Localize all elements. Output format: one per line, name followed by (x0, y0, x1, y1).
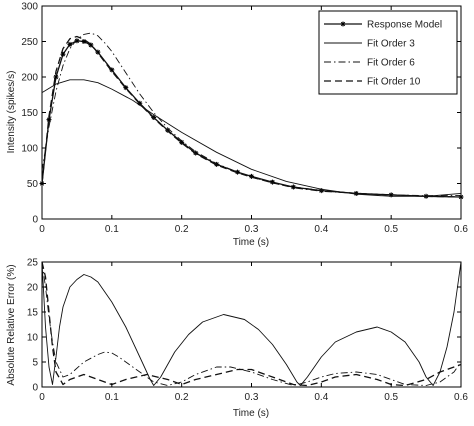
top-x-tick-label: 0.1 (105, 224, 119, 235)
top-data-point-marker (388, 192, 394, 198)
top-y-tick-label: 0 (32, 215, 38, 226)
bottom-y-tick-label: 0 (32, 383, 38, 394)
top-data-point-marker (88, 42, 94, 48)
top-y-tick-label: 150 (21, 108, 38, 119)
top-y-ticks: 0 50 100 150 200 250 300 (21, 2, 461, 226)
bottom-x-tick-label: 0.3 (245, 392, 259, 403)
top-data-point-marker (74, 38, 80, 44)
top-y-tick-label: 200 (21, 73, 38, 84)
top-x-tick-label: 0.4 (314, 224, 328, 235)
bottom-x-tick-label: 0.2 (175, 392, 189, 403)
top-y-tick-label: 100 (21, 144, 38, 155)
top-data-point-marker (81, 39, 87, 44)
bottom-y-tick-label: 5 (32, 358, 38, 369)
top-series-fit-order-6 (41, 32, 461, 197)
bottom-x-ticks: 0 0.1 0.2 0.3 0.4 0.5 0.6 (39, 262, 468, 403)
top-series-fit-order-3 (41, 79, 462, 197)
top-data-point-marker (60, 51, 66, 57)
bottom-series-fit-order-3 (41, 261, 462, 386)
top-data-point-marker (109, 67, 115, 73)
legend-label: Fit Order 10 (367, 77, 421, 88)
legend: Response Model Fit Order 3 Fit Order 6 Fit … (318, 10, 458, 95)
top-data-point-marker (290, 184, 296, 190)
bottom-y-tick-label: 15 (27, 308, 39, 319)
top-data-point-marker (46, 117, 52, 123)
bottom-y-tick-label: 25 (27, 258, 39, 269)
top-y-axis-label: Intensity (spikes/s) (6, 71, 17, 154)
bottom-y-ticks: 0 5 10 15 20 25 (27, 258, 461, 394)
top-y-tick-label: 50 (27, 179, 39, 190)
bottom-x-tick-label: 0.1 (105, 392, 119, 403)
top-x-tick-label: 0 (39, 224, 45, 235)
top-y-tick-label: 250 (21, 37, 38, 48)
bottom-x-axis-label: Time (s) (233, 408, 269, 419)
top-data-point-marker (67, 41, 73, 47)
legend-label: Fit Order 3 (367, 39, 415, 50)
top-x-ticks: 0 0.1 0.2 0.3 0.4 0.5 0.6 (39, 6, 468, 235)
bottom-y-tick-label: 20 (27, 283, 39, 294)
bottom-x-tick-label: 0.6 (454, 392, 468, 403)
top-data-point-marker (249, 173, 254, 179)
top-x-tick-label: 0.6 (454, 224, 468, 235)
top-chart: 0 0.1 0.2 0.3 0.4 0.5 0.6 0 50 100 150 200 250 300 T… (6, 2, 468, 249)
top-data-point-marker (123, 85, 129, 91)
top-x-axis-label: Time (s) (233, 237, 269, 248)
top-data-point-marker (137, 100, 143, 106)
bottom-y-axis-label: Absolute Relative Error (%) (6, 264, 17, 385)
top-data-point-marker (235, 169, 241, 175)
top-x-tick-label: 0.3 (245, 224, 259, 235)
top-data-point-marker (179, 139, 185, 145)
top-y-tick-label: 300 (21, 2, 38, 13)
bottom-x-tick-label: 0.4 (314, 392, 328, 403)
bottom-x-tick-label: 0.5 (384, 392, 398, 403)
top-x-tick-label: 0.5 (384, 224, 398, 235)
top-series-fit-order-10 (41, 35, 462, 198)
legend-marker (340, 21, 346, 27)
bottom-x-tick-label: 0 (39, 392, 45, 403)
top-x-tick-label: 0.2 (175, 224, 189, 235)
bottom-y-tick-label: 10 (27, 333, 39, 344)
legend-items: Response Model Fit Order 3 Fit Order 6 Fit … (324, 20, 442, 88)
top-series-group (39, 32, 464, 200)
legend-label: Fit Order 6 (367, 58, 415, 69)
legend-label: Response Model (367, 20, 442, 31)
top-data-point-marker (53, 74, 59, 80)
bottom-series-fit-order-6 (41, 261, 462, 386)
top-data-point-marker (269, 179, 275, 185)
